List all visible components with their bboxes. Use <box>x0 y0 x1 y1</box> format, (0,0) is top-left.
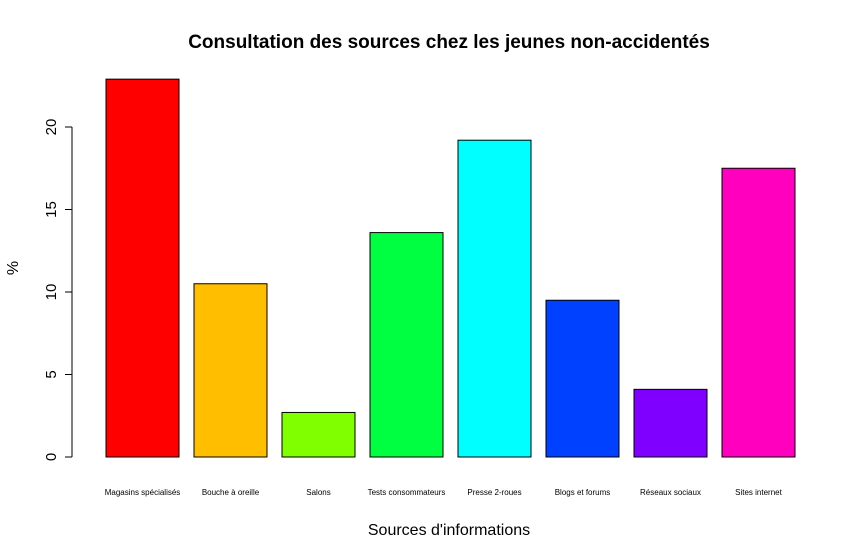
category-label-3: Salons <box>306 488 330 497</box>
y-tick-label: 20 <box>43 119 60 136</box>
chart-title: Consultation des sources chez les jeunes… <box>188 32 710 53</box>
y-axis-label: % <box>5 261 22 275</box>
category-label-4: Tests consommateurs <box>368 488 446 497</box>
x-axis-label: Sources d'informations <box>368 522 530 539</box>
y-tick-label: 10 <box>43 284 60 301</box>
bar-6 <box>545 299 620 458</box>
bar-8 <box>721 167 796 458</box>
bar-2 <box>193 283 268 458</box>
y-tick-label: 0 <box>43 453 60 461</box>
category-label-2: Bouche à oreille <box>202 488 260 497</box>
category-label-1: Magasins spécialisés <box>105 488 181 497</box>
category-label-5: Presse 2-roues <box>467 488 521 497</box>
bar-3 <box>281 411 356 458</box>
y-tick-label: 5 <box>43 370 60 378</box>
y-axis-ticks: 0 5 10 15 20 <box>43 119 72 461</box>
bar-4 <box>369 232 444 458</box>
category-label-8: Sites internet <box>735 488 782 497</box>
bar-1 <box>105 78 180 458</box>
category-label-6: Blogs et forums <box>555 488 611 497</box>
category-label-7: Réseaux sociaux <box>640 488 701 497</box>
category-labels: Magasins spécialisés Bouche à oreille Salo… <box>105 488 783 497</box>
y-tick-label: 15 <box>43 201 60 218</box>
bar-7 <box>633 388 708 458</box>
bar-5 <box>457 139 532 458</box>
bars-group <box>105 78 796 458</box>
